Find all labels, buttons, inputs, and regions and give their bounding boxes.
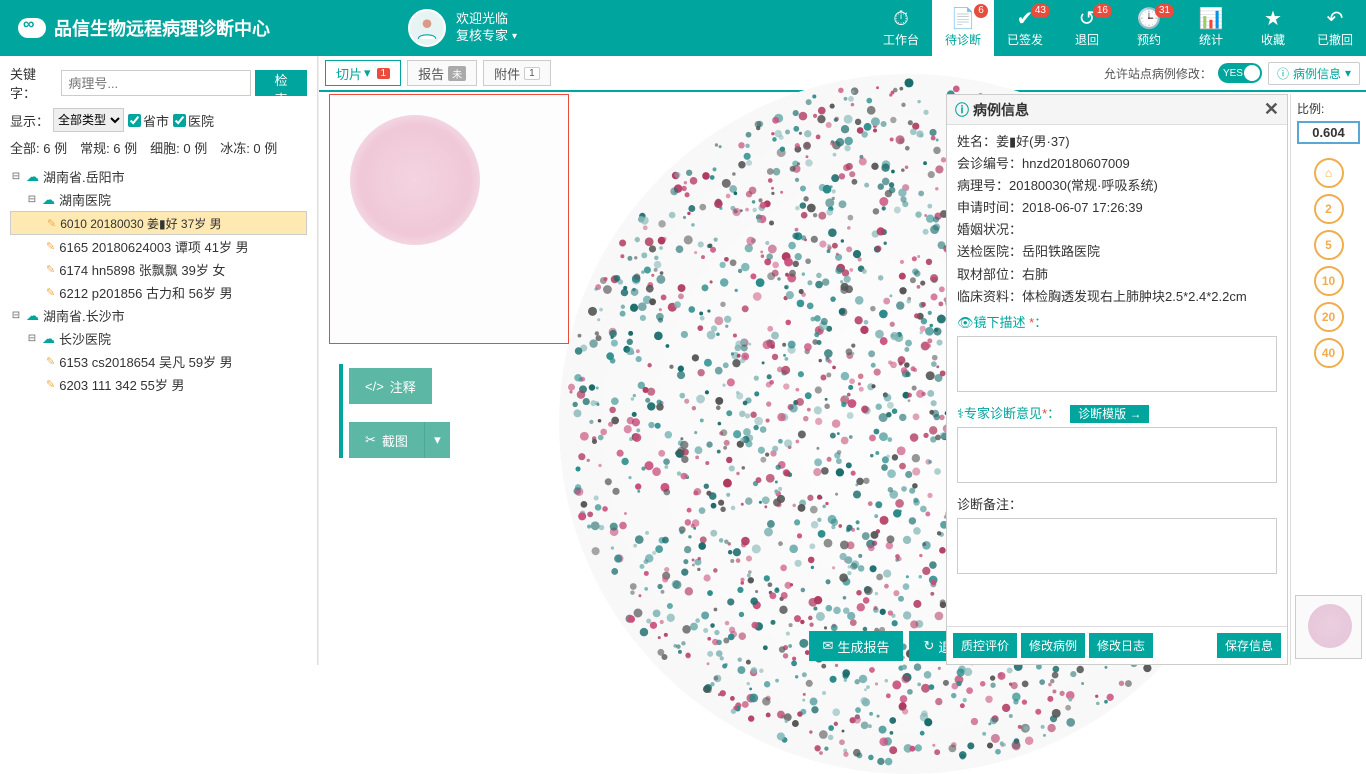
tree-folder[interactable]: ⊟☁湖南省.长沙市 [10, 304, 307, 327]
tab-attach[interactable]: 附件1 [483, 60, 551, 86]
mail-icon: ✉ [823, 638, 834, 654]
back-icon: ↻ [923, 638, 934, 654]
note-textarea[interactable] [957, 518, 1277, 574]
logo-icon [18, 18, 46, 38]
top-nav: ⏱工作台📄待诊断6✔已签发43↺退回16🕒预约31📊统计★收藏↶已撤回 [870, 0, 1366, 56]
logo: 品信生物远程病理诊断中心 [0, 15, 288, 41]
app-title: 品信生物远程病理诊断中心 [54, 15, 270, 41]
stats-text: 全部: 6 例 常规: 6 例 细胞: 0 例 冰冻: 0 例 [10, 138, 307, 157]
user-block[interactable]: 欢迎光临 复核专家 [408, 9, 517, 47]
zoom-home[interactable]: ⌂ [1314, 158, 1344, 188]
ratio-value: 0.604 [1297, 121, 1360, 144]
nav-预约[interactable]: 🕒预约31 [1118, 0, 1180, 56]
zoom-40[interactable]: 40 [1314, 338, 1344, 368]
generate-report-button[interactable]: ✉生成报告 [809, 631, 904, 661]
annotate-button[interactable]: </>注释 [349, 368, 432, 404]
allow-edit-label: 允许站点病例修改： [1104, 65, 1212, 82]
show-label: 显示： [10, 111, 49, 130]
tree-folder[interactable]: ⊟☁湖南医院 [10, 188, 307, 211]
tree-case[interactable]: ✎6203 111 342 55岁 男 [10, 373, 307, 396]
diag-template-button[interactable]: 诊断模版 → [1070, 405, 1149, 423]
center-area: 切片▾1 报告未 附件1 允许站点病例修改： YES ⓘ病例信息▾ [318, 56, 1366, 665]
nav-工作台[interactable]: ⏱工作台 [870, 0, 932, 56]
zoom-rail: 比例: 0.604 ⌂ 2 5 10 20 40 [1290, 94, 1366, 665]
tab-slide[interactable]: 切片▾1 [325, 60, 401, 86]
tree-folder[interactable]: ⊟☁长沙医院 [10, 327, 307, 350]
sidebar: 关键字： 检索 显示： 全部类型 省市 医院 全部: 6 例 常规: 6 例 细… [0, 56, 318, 665]
nav-退回[interactable]: ↺退回16 [1056, 0, 1118, 56]
expert-textarea[interactable] [957, 427, 1277, 483]
case-tree: ⊟☁湖南省.岳阳市⊟☁湖南医院✎6010 20180030 姜▮好 37岁 男✎… [10, 165, 307, 396]
nav-已撤回[interactable]: ↶已撤回 [1304, 0, 1366, 56]
save-info-button[interactable]: 保存信息 [1217, 633, 1281, 658]
header: 品信生物远程病理诊断中心 欢迎光临 复核专家 ⏱工作台📄待诊断6✔已签发43↺退… [0, 0, 1366, 56]
case-info-button[interactable]: ⓘ病例信息▾ [1268, 62, 1360, 85]
avatar [408, 9, 446, 47]
user-text: 欢迎光临 复核专家 [456, 11, 517, 45]
search-input[interactable] [61, 70, 251, 96]
nav-收藏[interactable]: ★收藏 [1242, 0, 1304, 56]
hospital-checkbox[interactable]: 医院 [173, 111, 214, 130]
tree-case[interactable]: ✎6165 20180624003 谭项 41岁 男 [10, 235, 307, 258]
tree-case[interactable]: ✎6174 hn5898 张飘飘 39岁 女 [10, 258, 307, 281]
zoom-5[interactable]: 5 [1314, 230, 1344, 260]
close-icon[interactable]: ✕ [1264, 99, 1279, 120]
info-icon: ⓘ [955, 100, 969, 120]
code-icon: </> [365, 379, 384, 394]
eye-icon: 👁 [957, 315, 974, 330]
nav-已签发[interactable]: ✔已签发43 [994, 0, 1056, 56]
allow-edit-toggle[interactable]: YES [1218, 63, 1262, 83]
ratio-label: 比例: [1297, 100, 1360, 117]
case-info-panel: ⓘ 病例信息 ✕ 姓名：姜▮好(男·37) 会诊编号：hnzd201806070… [946, 94, 1288, 665]
info-panel-header: ⓘ 病例信息 ✕ [947, 95, 1287, 125]
crop-dropdown[interactable]: ▾ [424, 422, 450, 458]
nav-待诊断[interactable]: 📄待诊断6 [932, 0, 994, 56]
steth-icon: ⚕ [957, 406, 964, 421]
slide-thumbnail[interactable] [329, 94, 569, 344]
search-button[interactable]: 检索 [255, 70, 307, 96]
tab-report[interactable]: 报告未 [407, 60, 477, 86]
keyword-label: 关键字： [10, 64, 57, 102]
tool-group: </>注释 ✂截图 ▾ [339, 364, 450, 458]
crop-button[interactable]: ✂截图 [349, 422, 424, 458]
tree-folder[interactable]: ⊟☁湖南省.岳阳市 [10, 165, 307, 188]
type-select[interactable]: 全部类型 [53, 108, 124, 132]
zoom-20[interactable]: 20 [1314, 302, 1344, 332]
zoom-10[interactable]: 10 [1314, 266, 1344, 296]
nav-统计[interactable]: 📊统计 [1180, 0, 1242, 56]
modify-log-button[interactable]: 修改日志 [1089, 633, 1153, 658]
tree-case[interactable]: ✎6212 p201856 古力和 56岁 男 [10, 281, 307, 304]
zoom-2[interactable]: 2 [1314, 194, 1344, 224]
tree-case[interactable]: ✎6010 20180030 姜▮好 37岁 男 [10, 211, 307, 235]
micro-textarea[interactable] [957, 336, 1277, 392]
modify-case-button[interactable]: 修改病例 [1021, 633, 1085, 658]
crop-icon: ✂ [365, 432, 376, 448]
qc-button[interactable]: 质控评价 [953, 633, 1017, 658]
user-role[interactable]: 复核专家 [456, 28, 517, 45]
welcome-text: 欢迎光临 [456, 11, 517, 28]
tree-case[interactable]: ✎6153 cs2018654 吴凡 59岁 男 [10, 350, 307, 373]
province-checkbox[interactable]: 省市 [128, 111, 169, 130]
mini-map[interactable] [1295, 595, 1362, 659]
